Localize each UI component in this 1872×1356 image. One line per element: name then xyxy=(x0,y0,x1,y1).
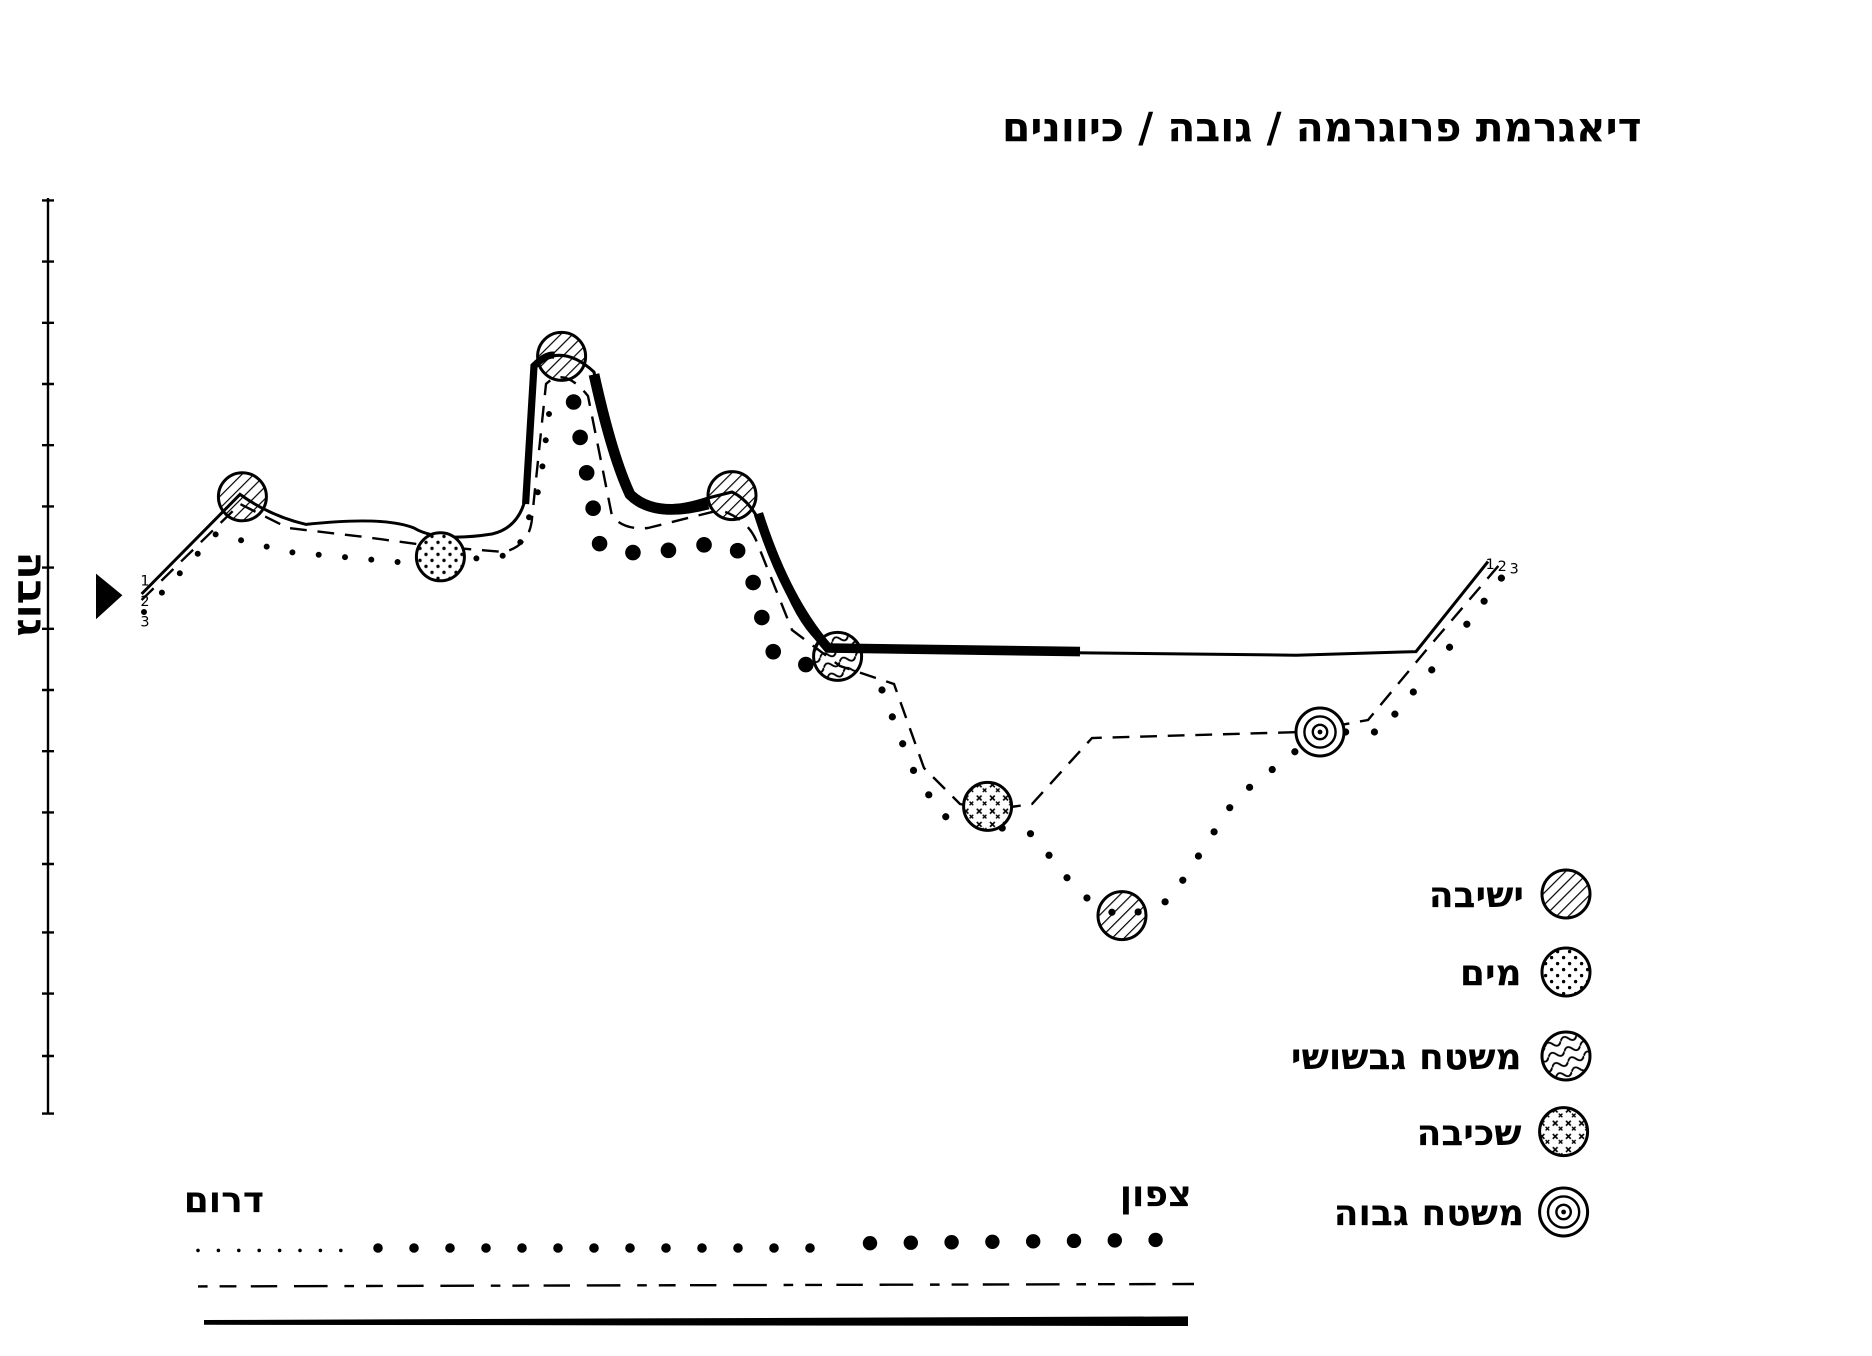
seating-symbol xyxy=(536,330,588,382)
line-number: 3 xyxy=(140,614,149,630)
line-number: 1 xyxy=(1486,557,1495,573)
legend-symbol xyxy=(1540,946,1592,998)
legend-symbol xyxy=(1540,868,1592,920)
legend-label: משטח גבשושי xyxy=(1291,1037,1522,1078)
legend-label: משטח גבוה xyxy=(1334,1193,1524,1234)
dotted-line xyxy=(141,387,555,615)
solid-line-thick xyxy=(588,373,710,515)
south-label: דרום xyxy=(184,1180,264,1221)
solid-line-thick xyxy=(753,512,1081,657)
dotted-line xyxy=(565,394,836,680)
legend-symbol xyxy=(1538,1186,1590,1238)
line-number: 3 xyxy=(1510,562,1519,578)
level-marker xyxy=(96,573,123,620)
bumpy-surface-symbol xyxy=(812,630,864,682)
lying-symbol xyxy=(962,780,1014,832)
water-symbol xyxy=(414,531,466,583)
solid-line xyxy=(140,353,1490,657)
seating-symbol xyxy=(216,471,268,523)
dashed-line xyxy=(140,376,1501,812)
seating-symbol xyxy=(1096,890,1148,942)
height-axis xyxy=(42,198,54,1115)
legend: ישיבה מים משטח גבשושי שכיבה משטח גבוה xyxy=(1291,868,1592,1238)
line-number: 2 xyxy=(1498,559,1507,575)
line-number: 1 xyxy=(140,574,149,590)
legend-symbol xyxy=(1540,1030,1592,1082)
seating-symbol xyxy=(706,470,758,522)
dashed-key xyxy=(197,1282,1195,1288)
legend-symbol xyxy=(1538,1106,1590,1158)
solid-key xyxy=(204,1316,1188,1326)
high-surface-symbol xyxy=(1294,706,1346,758)
dotted-key xyxy=(862,1232,1190,1251)
axis-label: גובה xyxy=(8,551,56,636)
north-label: צפון xyxy=(1120,1174,1192,1215)
dotted-line xyxy=(878,560,1516,922)
line-number: 2 xyxy=(140,594,149,610)
legend-label: שכיבה xyxy=(1417,1113,1522,1154)
legend-label: מים xyxy=(1460,953,1522,994)
legend-label: ישיבה xyxy=(1429,875,1524,916)
title: דיאגרמת פרוגרמה / גובה / כיוונים xyxy=(1002,104,1642,152)
